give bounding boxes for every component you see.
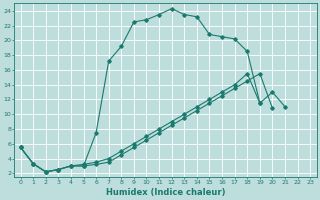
- X-axis label: Humidex (Indice chaleur): Humidex (Indice chaleur): [106, 188, 225, 197]
